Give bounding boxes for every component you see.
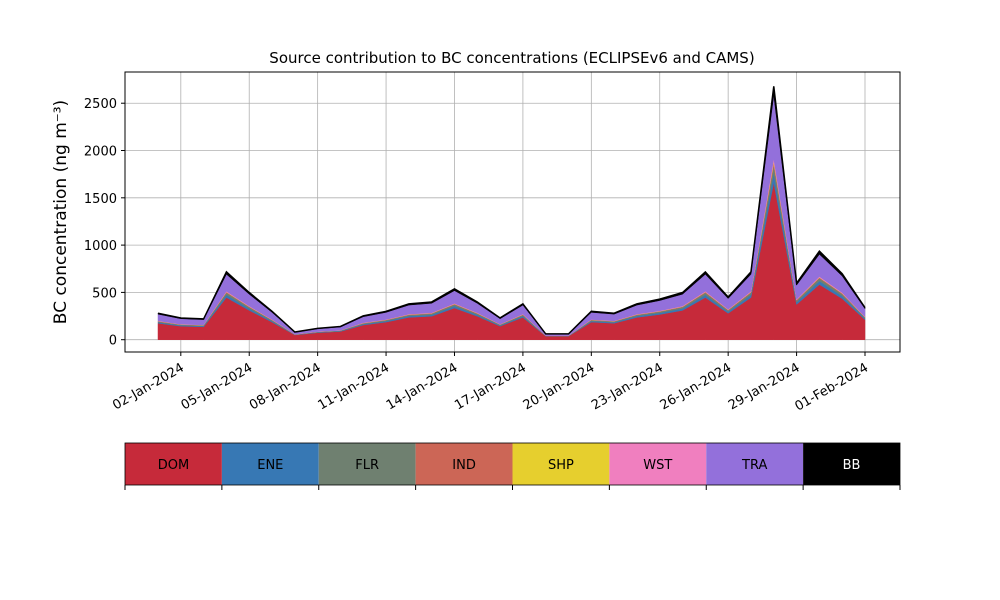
legend-swatch — [512, 443, 610, 485]
y-tick-label: 2000 — [84, 145, 117, 160]
x-tick-label: 01-Feb-2024 — [792, 360, 871, 414]
legend-swatch — [609, 443, 707, 485]
legend-swatch — [125, 443, 222, 485]
x-tick-label: 23-Jan-2024 — [589, 360, 666, 413]
legend-label: IND — [452, 458, 476, 473]
x-tick-label: 26-Jan-2024 — [658, 360, 735, 413]
x-tick-label: 14-Jan-2024 — [384, 360, 461, 413]
x-tick-label: 17-Jan-2024 — [452, 360, 529, 413]
x-tick-label: 08-Jan-2024 — [247, 360, 324, 413]
legend-swatch — [318, 443, 416, 485]
legend-swatch — [221, 443, 319, 485]
legend-label: DOM — [158, 458, 189, 473]
legend-label: SHP — [548, 458, 574, 473]
x-tick-label: 11-Jan-2024 — [315, 360, 392, 413]
legend-label: FLR — [355, 458, 379, 473]
legend-label: TRA — [741, 458, 767, 473]
legend-label: ENE — [257, 458, 283, 473]
legend-swatch — [415, 443, 513, 485]
legend-label: BB — [843, 458, 861, 473]
y-tick-label: 1500 — [84, 192, 117, 207]
x-tick-label: 05-Jan-2024 — [179, 360, 256, 413]
legend-frame — [124, 442, 901, 486]
plot-frame — [124, 71, 901, 353]
x-tick-label: 02-Jan-2024 — [110, 360, 187, 413]
y-tick-label: 0 — [109, 334, 117, 349]
y-tick-label: 2500 — [84, 97, 117, 112]
y-tick-label: 1000 — [84, 239, 117, 254]
total-outline — [157, 86, 866, 335]
x-tick-label: 20-Jan-2024 — [521, 360, 598, 413]
legend-label: WST — [643, 458, 672, 473]
legend-swatch — [706, 443, 804, 485]
legend-swatch — [803, 443, 900, 485]
y-tick-label: 500 — [92, 286, 117, 301]
y-axis-label: BC concentration (ng m⁻³) — [51, 100, 71, 324]
chart-title: Source contribution to BC concentrations… — [269, 49, 754, 67]
x-tick-label: 29-Jan-2024 — [726, 360, 803, 413]
